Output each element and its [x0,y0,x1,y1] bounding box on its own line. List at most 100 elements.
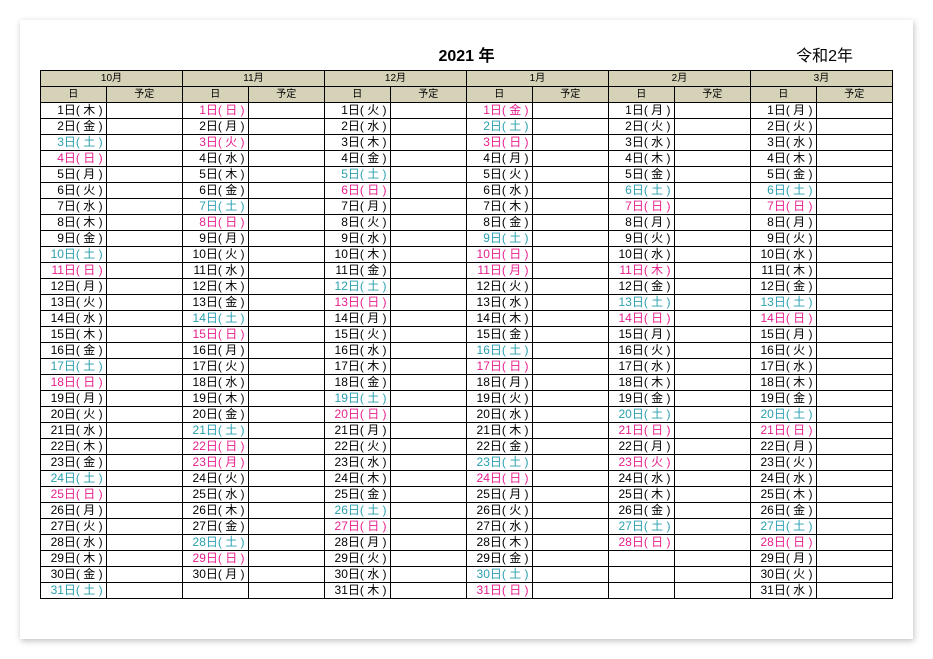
plan-cell [390,567,466,583]
plan-cell [532,535,608,551]
plan-cell [248,503,324,519]
plan-cell [532,119,608,135]
table-row: 13日( 火 )13日( 金 )13日( 日 )13日( 水 )13日( 土 )… [41,295,893,311]
plan-cell [106,407,182,423]
plan-cell [532,199,608,215]
table-row: 7日( 水 )7日( 土 )7日( 月 )7日( 木 )7日( 日 )7日( 日… [41,199,893,215]
plan-cell [532,455,608,471]
date-cell: 10日( 水 ) [750,247,816,263]
plan-cell [674,375,750,391]
plan-cell [390,503,466,519]
date-cell: 22日( 日 ) [182,439,248,455]
date-cell: 20日( 水 ) [466,407,532,423]
plan-cell [248,567,324,583]
table-row: 22日( 木 )22日( 日 )22日( 火 )22日( 金 )22日( 月 )… [41,439,893,455]
plan-cell [816,471,893,487]
date-cell: 8日( 月 ) [608,215,674,231]
date-cell: 9日( 火 ) [608,231,674,247]
date-cell: 12日( 月 ) [41,279,107,295]
date-cell: 3日( 水 ) [608,135,674,151]
table-row: 4日( 日 )4日( 水 )4日( 金 )4日( 月 )4日( 木 )4日( 木… [41,151,893,167]
plan-cell [816,135,893,151]
date-cell: 26日( 木 ) [182,503,248,519]
plan-cell [106,391,182,407]
calendar-sheet: 2021 年 令和2年 10月11月12月1月2月3月 日予定日予定日予定日予定… [20,20,913,639]
date-cell: 7日( 木 ) [466,199,532,215]
table-row: 18日( 日 )18日( 水 )18日( 金 )18日( 月 )18日( 木 )… [41,375,893,391]
plan-cell [674,119,750,135]
date-cell: 14日( 日 ) [608,311,674,327]
plan-cell [390,167,466,183]
plan-cell [816,375,893,391]
plan-cell [106,551,182,567]
plan-cell [816,503,893,519]
date-cell: 23日( 月 ) [182,455,248,471]
plan-cell [248,487,324,503]
date-cell: 23日( 水 ) [324,455,390,471]
date-cell: 25日( 木 ) [750,487,816,503]
plan-cell [532,407,608,423]
date-cell: 21日( 水 ) [41,423,107,439]
date-cell: 25日( 木 ) [608,487,674,503]
date-cell: 15日( 金 ) [466,327,532,343]
date-cell: 21日( 日 ) [750,423,816,439]
date-cell: 2日( 火 ) [608,119,674,135]
date-cell: 16日( 火 ) [750,343,816,359]
date-cell: 1日( 月 ) [608,103,674,119]
date-cell: 21日( 木 ) [466,423,532,439]
plan-cell [106,199,182,215]
plan-cell [816,103,893,119]
plan-cell [816,311,893,327]
date-cell: 11日( 木 ) [750,263,816,279]
era-title: 令和2年 [796,42,853,66]
date-cell: 11日( 木 ) [608,263,674,279]
plan-cell [532,231,608,247]
date-cell: 24日( 土 ) [41,471,107,487]
plan-cell [816,119,893,135]
plan-cell [816,231,893,247]
date-cell: 10日( 火 ) [182,247,248,263]
date-cell: 17日( 日 ) [466,359,532,375]
plan-cell [248,471,324,487]
plan-cell [106,343,182,359]
plan-cell [674,199,750,215]
plan-cell [390,343,466,359]
month-header: 10月 [41,71,183,87]
date-cell: 6日( 水 ) [466,183,532,199]
date-cell: 3日( 火 ) [182,135,248,151]
date-cell: 14日( 月 ) [324,311,390,327]
date-cell: 13日( 土 ) [608,295,674,311]
month-header: 1月 [466,71,608,87]
plan-cell [532,423,608,439]
table-row: 29日( 木 )29日( 日 )29日( 火 )29日( 金 )29日( 月 ) [41,551,893,567]
date-cell: 8日( 月 ) [750,215,816,231]
plan-cell [248,103,324,119]
date-cell: 19日( 木 ) [182,391,248,407]
table-row: 2日( 金 )2日( 月 )2日( 水 )2日( 土 )2日( 火 )2日( 火… [41,119,893,135]
plan-cell [106,279,182,295]
plan-cell [106,455,182,471]
date-cell: 7日( 土 ) [182,199,248,215]
plan-cell [106,183,182,199]
plan-cell [390,455,466,471]
plan-cell [248,535,324,551]
date-cell: 3日( 水 ) [750,135,816,151]
plan-cell [816,263,893,279]
plan-cell [248,151,324,167]
plan-cell [390,407,466,423]
date-cell: 2日( 火 ) [750,119,816,135]
table-row: 25日( 日 )25日( 水 )25日( 金 )25日( 月 )25日( 木 )… [41,487,893,503]
date-cell: 5日( 月 ) [41,167,107,183]
date-cell: 18日( 日 ) [41,375,107,391]
plan-cell [248,295,324,311]
date-cell: 15日( 日 ) [182,327,248,343]
date-cell: 22日( 金 ) [466,439,532,455]
plan-cell [674,183,750,199]
plan-cell [532,247,608,263]
calendar-body: 1日( 木 )1日( 日 )1日( 火 )1日( 金 )1日( 月 )1日( 月… [41,103,893,599]
date-cell: 9日( 火 ) [750,231,816,247]
plan-cell [390,311,466,327]
plan-cell [674,519,750,535]
plan-cell [674,423,750,439]
plan-cell [106,247,182,263]
